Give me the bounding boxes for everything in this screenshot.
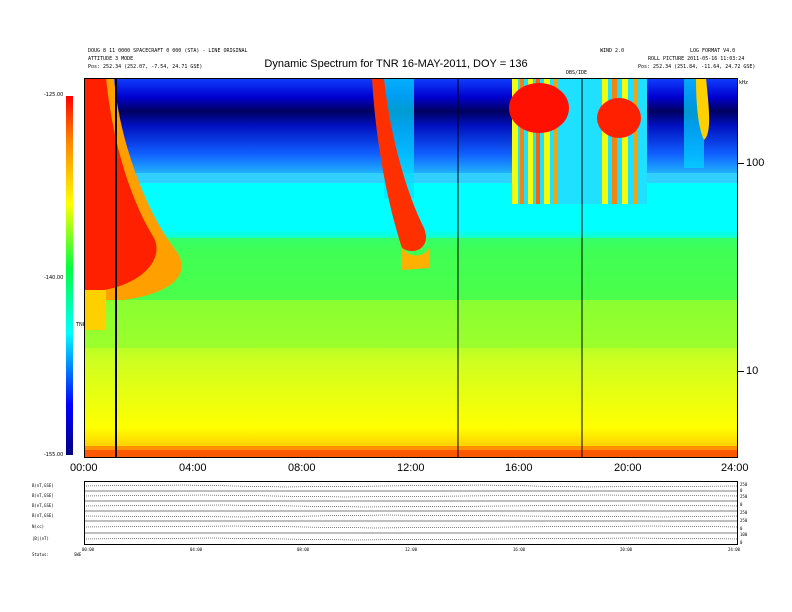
- x-tick-0400: 04:00: [179, 462, 207, 474]
- lower-rtick-7: 0: [740, 526, 743, 531]
- colorbar-tick-mid: -140.00: [44, 275, 64, 281]
- status-value: SWE: [74, 552, 82, 557]
- header-right-line-3: Pos: 252.34 (251.84, -11.64, 24.72 GSE): [638, 64, 756, 70]
- lower-rtick-1: 250: [740, 482, 748, 487]
- right-tick-10: 10: [746, 365, 759, 377]
- header-left-line-2: ATTITUDE 3 MODE: [88, 56, 134, 62]
- right-tick-mark-10: [738, 371, 744, 372]
- header-center-right: WIND 2.0: [600, 48, 625, 54]
- lower-rtick-4: 0: [740, 502, 743, 507]
- colorbar-tick-bottom: -155.00: [44, 452, 64, 458]
- lower-xtick-4: 12:00: [405, 547, 418, 552]
- right-tick-mark-100: [738, 163, 744, 164]
- lower-rtick-5: 250: [740, 510, 748, 515]
- spectrogram: [84, 78, 738, 458]
- status-label: Status:: [32, 552, 49, 557]
- x-tick-1600: 16:00: [505, 462, 533, 474]
- lower-xtick-2: 04:00: [190, 547, 203, 552]
- lower-label-6: |B|(nT): [32, 536, 49, 541]
- right-axis-unit: kHz: [739, 80, 749, 86]
- header-left-line-3: Pos: 252.34 (252.07, -7.54, 24.71 GSE): [88, 64, 203, 70]
- lower-rtick-3: 250: [740, 494, 748, 499]
- lower-label-1: B(nT,GSE): [32, 483, 54, 488]
- lower-xtick-5: 16:00: [513, 547, 526, 552]
- x-tick-2400: 24:00: [721, 462, 749, 474]
- x-tick-2000: 20:00: [614, 462, 642, 474]
- lower-rtick-9: 0: [740, 540, 743, 545]
- x-tick-0800: 08:00: [288, 462, 316, 474]
- top-marker-label: DBS/IDE: [566, 70, 588, 76]
- lower-xtick-6: 20:00: [620, 547, 633, 552]
- lower-rtick-6: 250: [740, 518, 748, 523]
- lower-label-4: B(nT,GSE): [32, 513, 54, 518]
- colorbar-tick-top: -125.00: [44, 92, 64, 98]
- lower-panels: [84, 481, 738, 545]
- chart-title: Dynamic Spectrum for TNR 16-MAY-2011, DO…: [264, 58, 528, 70]
- header-right-line-1: LOG FORMAT V4.0: [690, 48, 736, 54]
- header-left-line-1: DOUG 8 11 0000 SPACECRAFT 0 000 (STA) - …: [88, 48, 248, 54]
- colorbar: [66, 96, 73, 455]
- lower-label-3: B(nT,GSE): [32, 503, 54, 508]
- lower-xtick-3: 08:00: [297, 547, 310, 552]
- header-right-line-2: ROLL PICTURE 2011-05-16 11:03:24: [648, 56, 745, 62]
- lower-label-5: N(cc): [32, 524, 45, 529]
- colorbar-label: TNR: [76, 322, 87, 328]
- x-tick-0000: 00:00: [70, 462, 98, 474]
- lower-xtick-1: 00:00: [82, 547, 95, 552]
- right-tick-100: 100: [746, 157, 765, 169]
- lower-rtick-8: 100: [740, 532, 748, 537]
- lower-rtick-2: 0: [740, 488, 743, 493]
- x-tick-1200: 12:00: [397, 462, 425, 474]
- lower-label-2: B(nT,GSE): [32, 493, 54, 498]
- lower-xtick-7: 24:00: [728, 547, 741, 552]
